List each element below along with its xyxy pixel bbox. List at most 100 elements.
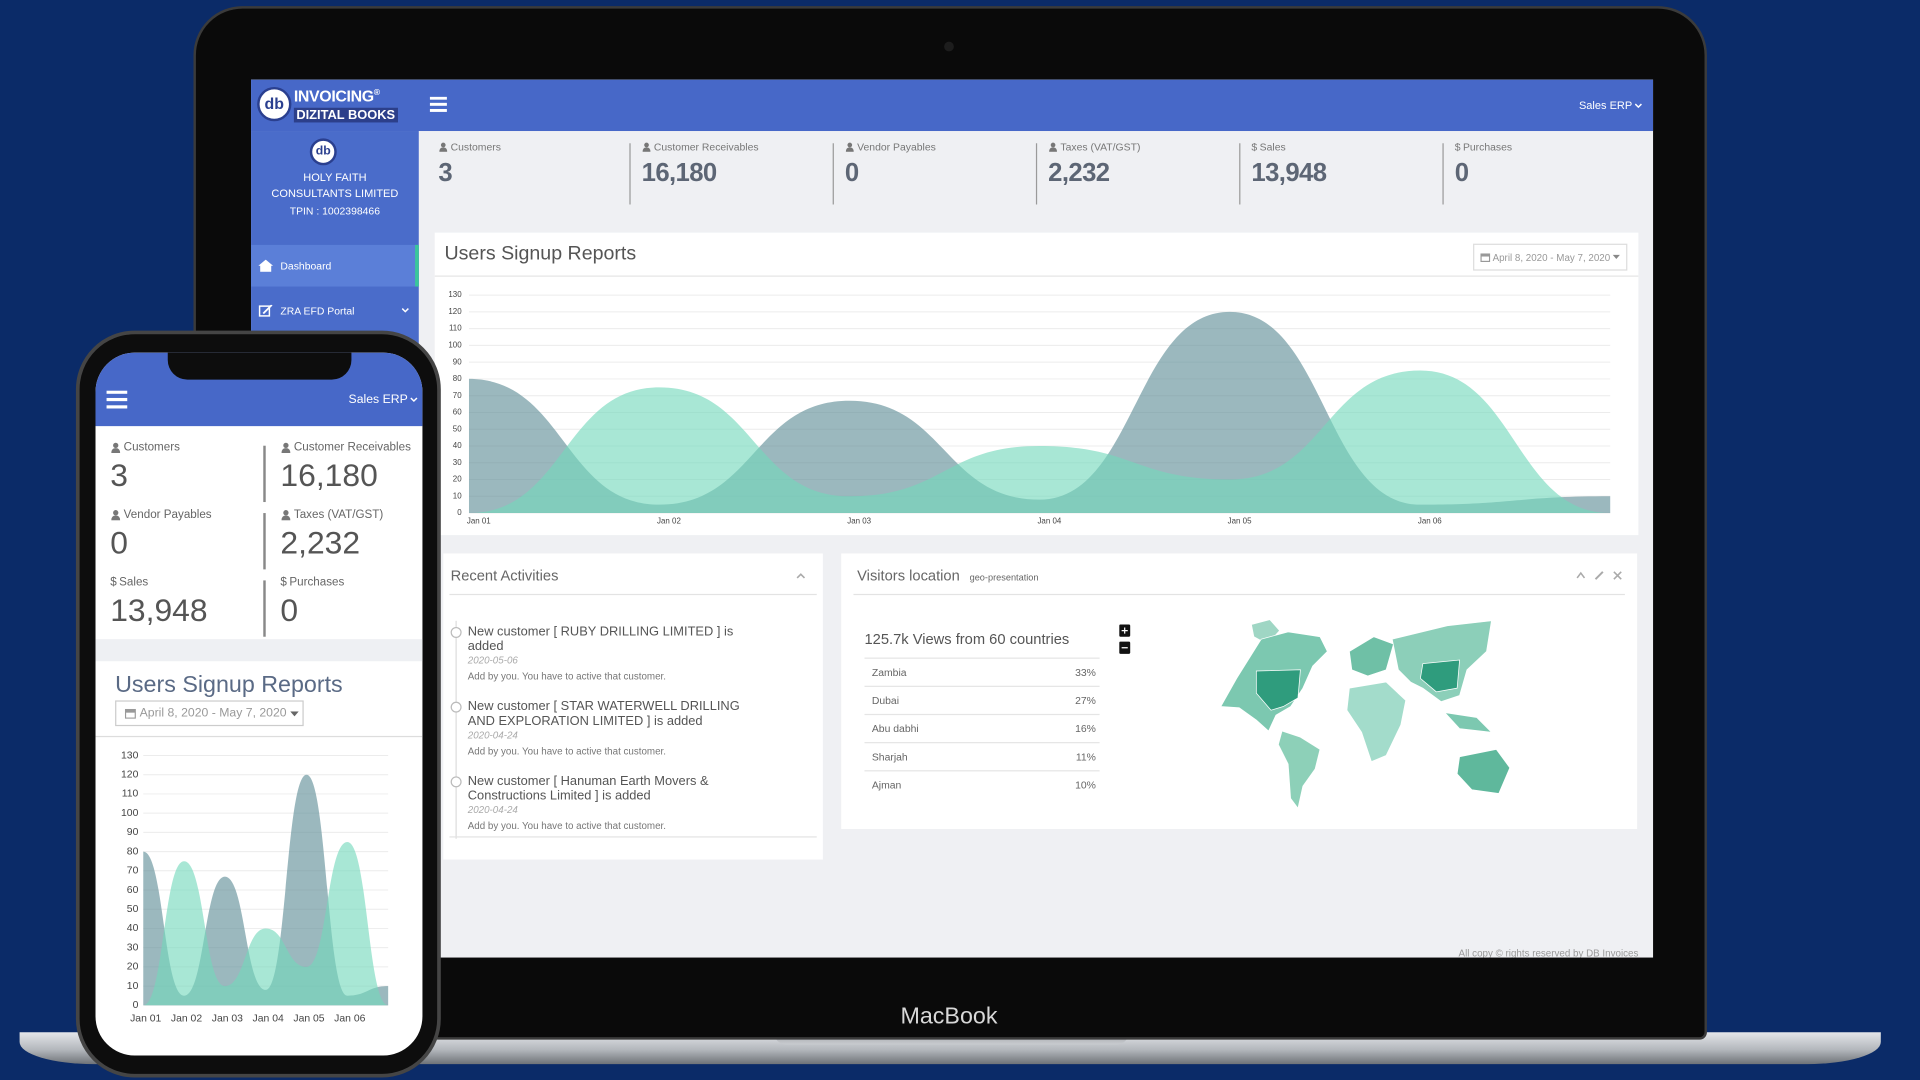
stat-label: $ Sales	[1251, 141, 1326, 153]
timeline-line	[455, 620, 457, 839]
y-tick-label: 100	[121, 808, 139, 819]
x-tick-label: Jan 02	[171, 1014, 202, 1025]
menu-item[interactable]: Dashboard	[251, 244, 419, 287]
stat-card: $ Sales 13,948	[110, 576, 207, 630]
y-tick-label: 20	[127, 962, 139, 973]
separator	[629, 143, 631, 205]
stat-value: 0	[110, 524, 128, 561]
activity-note: Add by you. You have to active that cust…	[467, 671, 666, 683]
x-tick-label: Jan 06	[1418, 517, 1442, 526]
stat-label-text: Customer Receivables	[653, 140, 759, 154]
y-tick-label: 0	[457, 508, 462, 517]
calendar-icon	[1480, 253, 1491, 263]
stat-icon: $	[110, 575, 117, 589]
company-tpin: TPIN : 1002398466	[289, 204, 381, 217]
top-bar	[251, 79, 1654, 132]
stat-card: Taxes (VAT/GST) 2,232	[280, 508, 383, 562]
user-icon	[1049, 142, 1057, 152]
panel-title: Recent Activities	[450, 566, 559, 585]
activity-item: New customer [ STAR WATERWELL DRILLING A…	[450, 699, 774, 760]
stat-label-text: Sales	[1259, 140, 1286, 154]
erp-menu[interactable]: Sales ERP	[348, 393, 418, 407]
menu-toggle[interactable]	[429, 96, 447, 113]
menu-label: ZRA EFD Portal	[280, 304, 355, 318]
zoom-controls[interactable]	[1119, 624, 1131, 656]
visitor-row: Abu dabhi 16%	[864, 713, 1100, 742]
stat-card: Vendor Payables 0	[110, 508, 211, 562]
activity-date: 2020-05-06	[467, 655, 518, 667]
separator	[263, 580, 266, 637]
panel-tools[interactable]	[1576, 569, 1625, 580]
visitor-row: Dubai 27%	[864, 685, 1100, 714]
world-map	[1220, 619, 1511, 810]
stat-value: 3	[110, 456, 128, 494]
visitor-share: 16%	[1075, 722, 1096, 735]
stat-value: 2,232	[280, 524, 361, 561]
divider	[434, 275, 1639, 277]
date-range-button[interactable]: April 8, 2020 - May 7, 2020	[115, 700, 304, 727]
y-tick-label: 70	[127, 866, 139, 877]
y-tick-label: 40	[127, 923, 139, 934]
user-icon	[642, 142, 651, 152]
stat-card: Customers 3	[110, 441, 180, 495]
camera	[944, 41, 954, 52]
y-tick-label: 100	[448, 340, 462, 349]
icon-part	[281, 515, 291, 521]
menu-label: Dashboard	[280, 259, 332, 272]
y-tick-label: 120	[448, 307, 462, 316]
activity-list: New customer [ RUBY DRILLING LIMITED ] i…	[450, 624, 774, 848]
stat-label: $ Sales	[110, 576, 207, 589]
menu-toggle[interactable]	[106, 390, 128, 409]
caret	[290, 710, 299, 716]
icon-part	[283, 442, 289, 448]
y-tick-label: 50	[127, 904, 139, 915]
y-tick-label: 60	[453, 408, 462, 417]
separator	[1442, 143, 1444, 205]
activity-text: New customer [ Hanuman Earth Movers & Co…	[467, 773, 709, 804]
stat-value: 0	[1454, 159, 1469, 188]
y-tick-label: 110	[122, 789, 139, 800]
signup-chart: 0 10 20 30 40 50 60 70 80 90 100 110 120 130 Jan 01 Jan…	[121, 750, 389, 1025]
stat-card: Customers 3	[438, 141, 501, 189]
visitor-city: Sharjah	[871, 750, 908, 763]
device-label: MacBook	[900, 1004, 998, 1030]
caret	[410, 397, 418, 403]
menu-item[interactable]: ZRA EFD Portal	[251, 290, 419, 332]
erp-menu[interactable]: Sales ERP	[1579, 99, 1642, 111]
icon-part	[111, 515, 121, 521]
separator	[1239, 143, 1241, 205]
x-tick-label: Jan 03	[212, 1014, 243, 1025]
edit-icon	[258, 304, 273, 317]
user-icon	[845, 142, 854, 152]
visitor-city: Dubai	[871, 694, 900, 707]
caret	[1634, 102, 1642, 108]
stat-value: 16,180	[641, 159, 718, 188]
stat-card: Taxes (VAT/GST) 2,232	[1048, 141, 1140, 189]
panel-subtitle: geo-presentation	[969, 571, 1039, 583]
logo-reg: ®	[373, 88, 380, 98]
erp-menu-label: Sales ERP	[348, 393, 408, 407]
stat-value: 0	[280, 591, 299, 629]
company-logo: db	[309, 138, 337, 166]
y-tick-label: 60	[127, 885, 139, 896]
visitor-table: Zambia 33% Dubai 27% Abu dabhi 16% Sharjah 11% A…	[864, 657, 1100, 799]
stat-label-text: Sales	[119, 575, 149, 589]
caret	[1612, 254, 1620, 259]
home-icon	[258, 259, 274, 272]
logo-top-text: INVOICING	[293, 86, 374, 106]
stat-label-text: Purchases	[1462, 140, 1513, 154]
stat-label: Taxes (VAT/GST)	[1048, 141, 1140, 153]
stat-label: $ Purchases	[1455, 141, 1512, 153]
x-tick-label: Jan 04	[253, 1014, 284, 1025]
y-tick-label: 50	[453, 424, 462, 433]
y-tick-label: 20	[453, 475, 462, 484]
stat-card: $ Sales 13,948	[1251, 141, 1327, 189]
user-icon	[281, 510, 291, 521]
stat-card: Vendor Payables 0	[845, 141, 936, 189]
y-tick-label: 130	[448, 290, 462, 299]
collapse-icon[interactable]	[796, 572, 806, 579]
date-range-button[interactable]: April 8, 2020 - May 7, 2020	[1472, 243, 1628, 271]
activity-date: 2020-04-24	[467, 804, 518, 816]
